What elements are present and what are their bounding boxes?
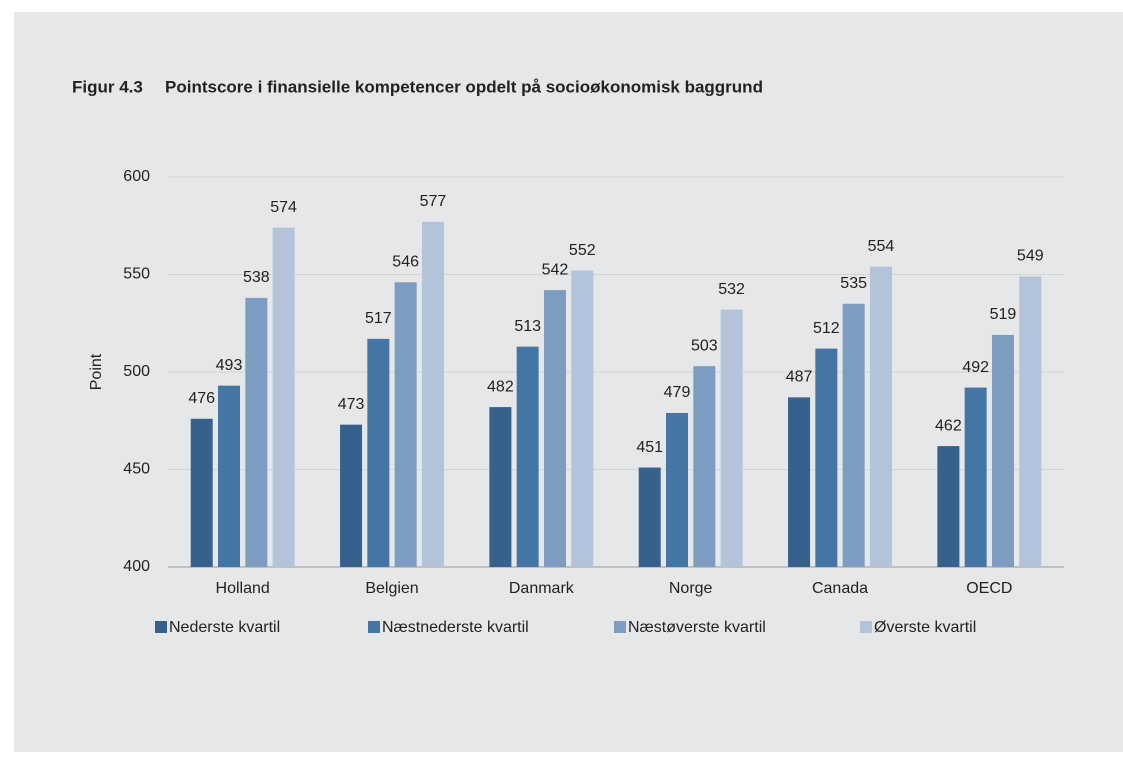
legend-swatch (614, 621, 626, 633)
bar (190, 418, 213, 567)
y-tick-label: 500 (123, 363, 150, 380)
data-label: 577 (420, 193, 447, 210)
data-label: 552 (569, 242, 596, 259)
bar (516, 346, 539, 567)
data-label: 574 (270, 199, 297, 216)
legend-swatch (155, 621, 167, 633)
data-label: 512 (813, 320, 840, 337)
legend-label: Næstøverste kvartil (628, 619, 766, 636)
legend-label: Øverste kvartil (874, 619, 976, 636)
data-label: 542 (542, 261, 569, 278)
bar (421, 221, 444, 567)
data-label: 538 (243, 269, 270, 286)
bar (991, 334, 1014, 567)
bar (367, 338, 390, 567)
bar (543, 290, 566, 567)
x-tick-label: Canada (812, 580, 868, 597)
data-label: 532 (718, 281, 745, 298)
data-label: 482 (487, 378, 514, 395)
bar (937, 446, 960, 567)
data-label: 492 (962, 359, 989, 376)
x-tick-label: Norge (669, 580, 713, 597)
legend-label: Nederste kvartil (169, 619, 280, 636)
figure-label: Figur 4.3 (72, 77, 143, 96)
bar (666, 412, 689, 567)
bar (340, 424, 363, 567)
data-label: 473 (338, 396, 365, 413)
legend-swatch (368, 621, 380, 633)
data-label: 479 (664, 384, 691, 401)
bar (693, 366, 716, 567)
bar (638, 467, 661, 567)
legend-swatch (860, 621, 872, 633)
data-label: 535 (840, 275, 867, 292)
data-label: 487 (786, 369, 813, 386)
y-tick-label: 600 (123, 168, 150, 185)
bar (394, 282, 417, 567)
x-tick-label: Belgien (365, 580, 418, 597)
data-label: 462 (935, 417, 962, 434)
bar (272, 227, 295, 567)
x-tick-label: OECD (966, 580, 1012, 597)
bar (964, 387, 987, 567)
data-label: 546 (392, 254, 419, 271)
y-tick-label: 400 (123, 558, 150, 575)
bar (720, 309, 743, 567)
y-tick-label: 450 (123, 461, 150, 478)
data-label: 503 (691, 337, 718, 354)
data-label: 493 (216, 357, 243, 374)
y-tick-label: 550 (123, 266, 150, 283)
data-label: 549 (1017, 248, 1044, 265)
bar (1019, 276, 1042, 567)
legend-label: Næstnederste kvartil (382, 619, 529, 636)
bar (842, 303, 865, 567)
chart-title: Pointscore i finansielle kompetencer opd… (165, 77, 763, 96)
bar (489, 407, 512, 567)
data-label: 554 (868, 238, 895, 255)
panel (14, 12, 1123, 752)
data-label: 517 (365, 310, 392, 327)
data-label: 513 (514, 318, 541, 335)
bar (869, 266, 892, 567)
bar (788, 397, 811, 567)
bar (245, 297, 268, 567)
data-label: 476 (188, 390, 215, 407)
x-tick-label: Danmark (509, 580, 575, 597)
data-label: 451 (636, 439, 663, 456)
bar (571, 270, 594, 567)
bar (815, 348, 838, 567)
y-axis-label: Point (88, 353, 105, 390)
x-tick-label: Holland (216, 580, 270, 597)
data-label: 519 (990, 306, 1017, 323)
bar (218, 385, 241, 567)
